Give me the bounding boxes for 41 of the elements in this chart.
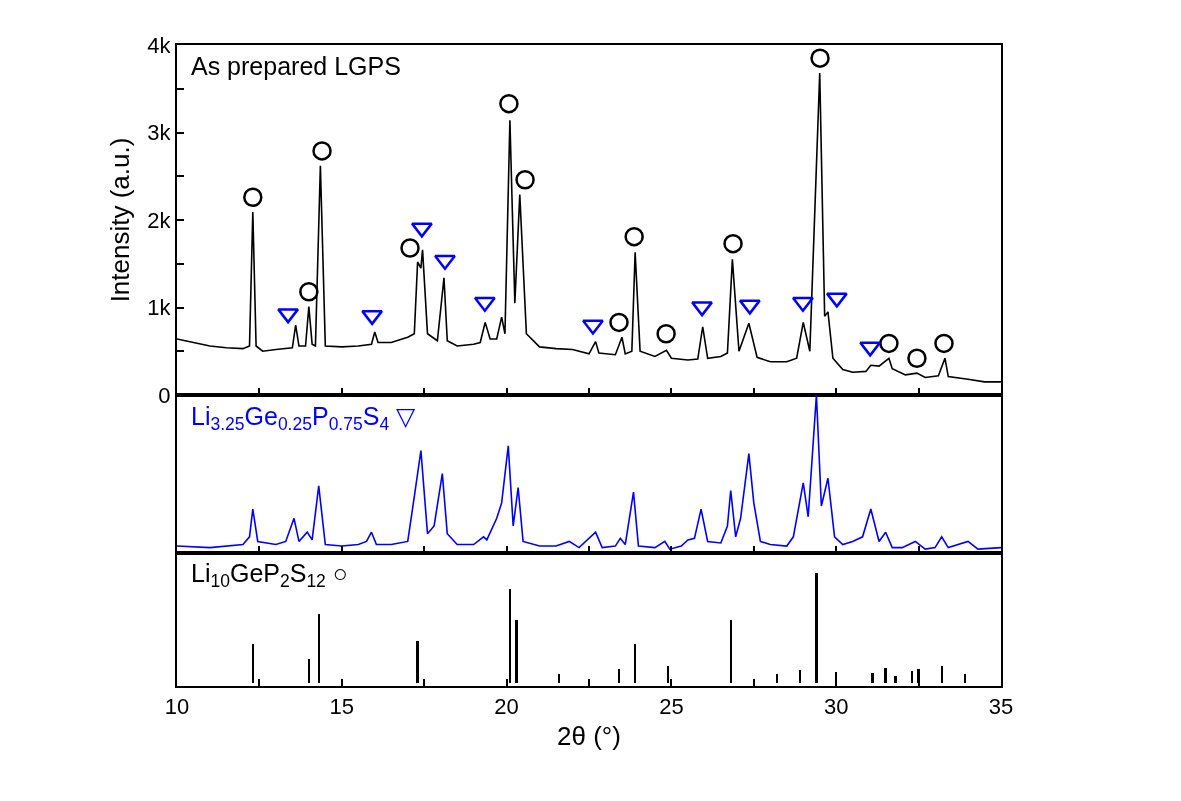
annotation: Li$_{10}$GeP$_{2}$S$_{12}$ ○: [191, 559, 348, 592]
y-tick-label: 3k: [147, 120, 172, 146]
x-tick-label: 10: [164, 694, 190, 720]
y-tick-label: 0: [158, 382, 171, 408]
x-tick-label: 35: [988, 694, 1014, 720]
point: [243, 187, 263, 207]
bar: [871, 673, 874, 684]
x-tick-label: 30: [823, 694, 849, 720]
point: [499, 93, 519, 114]
bar: [775, 674, 779, 684]
x-tick-label: 20: [494, 694, 519, 720]
point: [312, 141, 332, 161]
point: [624, 226, 644, 247]
bar: [416, 641, 419, 684]
text: Li$_{3.25}$Ge$_{0.25}$P$_{0.75}$S$_{4}$ ▽: [191, 402, 416, 435]
bar: [515, 620, 518, 684]
point: [879, 333, 899, 354]
point: [609, 312, 629, 333]
y-tick-label: 1k: [147, 295, 172, 321]
bar: [917, 668, 920, 684]
point: [515, 170, 535, 190]
x-tick-label: 15: [329, 694, 355, 720]
point: [810, 48, 830, 68]
y-tick-label: 2k: [147, 207, 172, 233]
bar: [963, 674, 966, 684]
bar: [884, 667, 887, 684]
point: [361, 309, 384, 326]
annotation: As prepared LGPS: [191, 52, 401, 80]
x-tick-label: 25: [659, 694, 684, 720]
x-axis-title: 2θ (°): [557, 720, 621, 751]
bar: [894, 675, 897, 684]
point: [656, 324, 676, 344]
point: [934, 333, 954, 354]
bar: [815, 572, 818, 684]
point: [907, 348, 927, 368]
bar: [558, 674, 561, 684]
point: [400, 238, 420, 258]
y-axis-title: Intensity (a.u.): [105, 137, 136, 303]
point: [299, 282, 319, 302]
point: [723, 233, 743, 254]
y-tick-label: 4k: [147, 32, 172, 58]
